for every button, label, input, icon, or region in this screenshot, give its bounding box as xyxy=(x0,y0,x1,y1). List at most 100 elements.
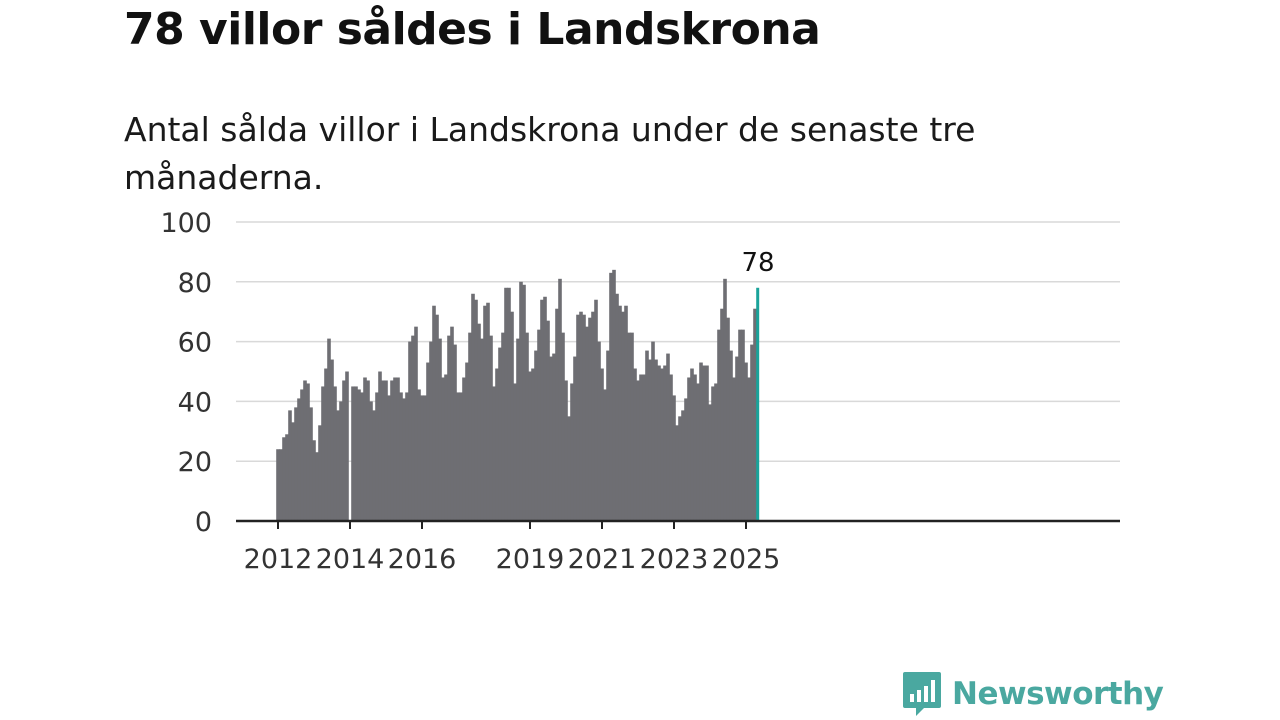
bar xyxy=(285,434,289,521)
y-tick-label: 100 xyxy=(160,208,212,239)
x-axis-labels: 2012 2014 2016 2019 2021 2023 2025 xyxy=(244,544,781,575)
bar xyxy=(396,377,400,521)
bar xyxy=(330,359,334,521)
bar xyxy=(300,389,304,521)
bar xyxy=(663,365,667,521)
bar xyxy=(747,377,751,521)
y-tick-label: 60 xyxy=(178,328,212,359)
bar xyxy=(306,383,310,521)
bar xyxy=(588,317,592,521)
bar xyxy=(474,299,478,521)
bar xyxy=(615,293,619,521)
bar xyxy=(669,374,673,521)
bar xyxy=(708,404,712,521)
bar xyxy=(444,374,448,521)
bar xyxy=(525,332,529,521)
brand-name: Newsworthy xyxy=(952,676,1164,712)
y-tick-label: 0 xyxy=(195,507,212,538)
bar xyxy=(423,395,427,521)
bar xyxy=(552,353,556,521)
bar xyxy=(513,383,517,521)
bar xyxy=(489,335,493,521)
bar xyxy=(540,299,544,521)
bar xyxy=(282,437,286,521)
bar xyxy=(393,377,397,521)
bar xyxy=(387,395,391,521)
bar xyxy=(702,365,706,521)
bar xyxy=(585,326,589,521)
bar xyxy=(570,383,574,521)
bar xyxy=(603,389,607,521)
bar xyxy=(684,398,688,521)
bar xyxy=(597,341,601,521)
bar xyxy=(321,386,325,521)
bar xyxy=(495,368,499,521)
bar xyxy=(420,395,424,521)
bar xyxy=(522,284,526,521)
bar xyxy=(429,341,433,521)
bar xyxy=(711,386,715,521)
bar xyxy=(654,359,658,521)
bar xyxy=(312,440,316,521)
x-tick-label: 2012 xyxy=(244,544,313,575)
bar xyxy=(354,386,358,521)
bar xyxy=(417,389,421,521)
bar xyxy=(741,329,745,521)
bar xyxy=(477,323,481,521)
bar xyxy=(690,368,694,521)
bar xyxy=(471,293,475,521)
bar xyxy=(714,383,718,521)
bar xyxy=(504,287,508,521)
bar xyxy=(627,332,631,521)
bar xyxy=(624,305,628,521)
bar xyxy=(372,410,376,521)
bar xyxy=(549,356,553,521)
bar xyxy=(324,368,328,521)
newsworthy-logo[interactable]: Newsworthy xyxy=(902,670,1164,718)
bar xyxy=(384,380,388,521)
bars xyxy=(276,269,760,521)
bar xyxy=(660,368,664,521)
bar xyxy=(612,269,616,521)
x-tick-label: 2019 xyxy=(496,544,565,575)
bar xyxy=(309,407,313,521)
bar xyxy=(573,356,577,521)
bar xyxy=(546,320,550,521)
bar xyxy=(402,398,406,521)
bar xyxy=(318,425,322,521)
bar xyxy=(696,383,700,521)
bar xyxy=(468,332,472,521)
highlighted-bar xyxy=(756,287,760,521)
bar xyxy=(342,380,346,521)
bar xyxy=(531,368,535,521)
bar xyxy=(648,359,652,521)
bar xyxy=(564,380,568,521)
x-tick-label: 2014 xyxy=(316,544,385,575)
bar xyxy=(462,377,466,521)
bar xyxy=(381,380,385,521)
bar xyxy=(339,401,343,521)
bar xyxy=(435,314,439,521)
x-tick-label: 2021 xyxy=(568,544,637,575)
bar xyxy=(675,425,679,521)
chart-title: 78 villor såldes i Landskrona xyxy=(124,4,821,55)
bar xyxy=(729,350,733,521)
bar xyxy=(294,407,298,521)
bar xyxy=(666,353,670,521)
bar xyxy=(594,299,598,521)
bar xyxy=(501,332,505,521)
bar xyxy=(507,287,511,521)
x-tick-label: 2025 xyxy=(712,544,781,575)
bar xyxy=(450,326,454,521)
bar xyxy=(657,365,661,521)
bar xyxy=(561,332,565,521)
bar xyxy=(405,392,409,521)
bar xyxy=(651,341,655,521)
y-tick-label: 20 xyxy=(178,447,212,478)
bar xyxy=(297,398,301,521)
bar xyxy=(363,377,367,521)
bar xyxy=(681,410,685,521)
bar xyxy=(498,347,502,521)
bar xyxy=(528,371,532,521)
